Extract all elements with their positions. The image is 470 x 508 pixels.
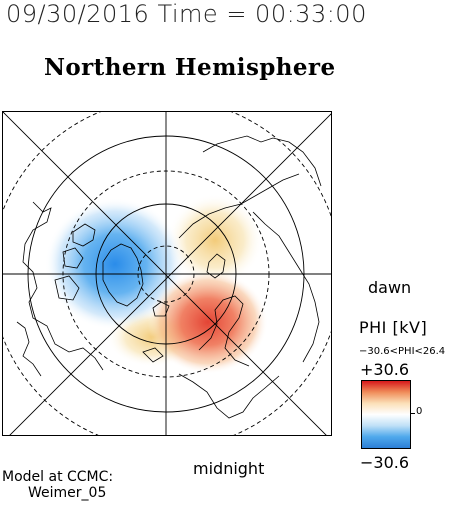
lon-line-diag-1 — [3, 112, 327, 435]
dawn-label: dawn — [368, 278, 412, 297]
coastline-greenland — [102, 243, 144, 307]
coastline-scandinavia — [198, 295, 250, 367]
coastline-svalbard — [152, 301, 170, 317]
map-title: Northern Hemisphere — [44, 54, 336, 81]
coastline-north-america — [22, 201, 104, 371]
colorbar-range: −30.6<PHI<26.4 — [359, 346, 446, 357]
colorbar-max-label: +30.6 — [360, 360, 410, 379]
potential-cell-negative — [45, 198, 185, 330]
coastline-novaya-zemlya — [206, 253, 226, 279]
polar-map-frame — [2, 111, 332, 436]
coastline-arctic-islands — [54, 223, 96, 301]
lon-line-diag-2 — [9, 113, 331, 435]
date-time-header: 09/30/2016 Time = 00:33:00 — [6, 0, 367, 28]
model-name: Weimer_05 — [28, 485, 107, 501]
coastline-east-asia — [252, 211, 320, 363]
polar-map — [3, 112, 331, 435]
coastlines — [16, 135, 322, 419]
colorbar-zero-label: 0 — [416, 406, 423, 417]
colorbar — [361, 380, 411, 449]
colorbar-title: PHI [kV] — [359, 318, 428, 337]
longitude-lines — [3, 112, 331, 435]
colorbar-zero-tick — [411, 413, 415, 414]
colorbar-min-label: −30.6 — [360, 453, 410, 472]
model-label: Model at CCMC: — [2, 469, 114, 485]
potential-cell-positive-weak — [167, 194, 263, 286]
coastline-siberia — [202, 135, 322, 187]
coastline-alaska — [16, 321, 42, 377]
potential-field — [45, 194, 268, 374]
potential-cell-positive — [148, 270, 268, 374]
coastline-iceland — [142, 347, 164, 363]
midnight-label: midnight — [193, 459, 265, 478]
coastline-eurasia-north — [178, 173, 300, 239]
coastline-europe — [178, 373, 280, 419]
